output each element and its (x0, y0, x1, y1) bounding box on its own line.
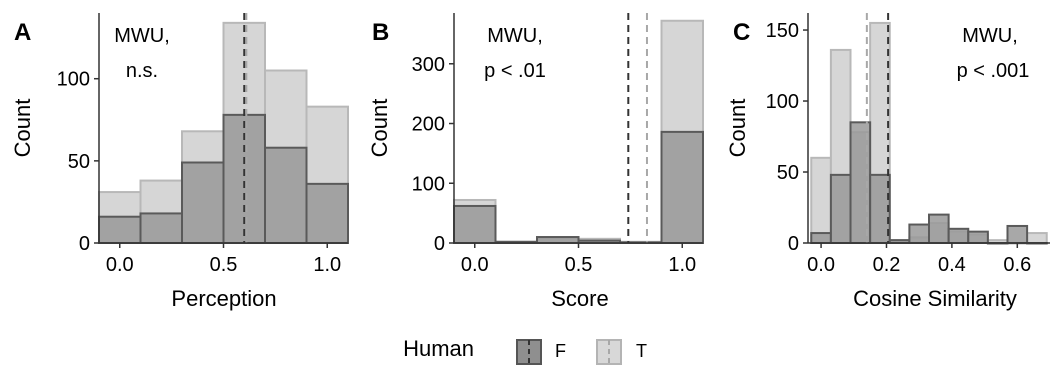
panel-c: 0 50 100 150 0.0 0.2 0.4 0.6 Cosine Similarity Co… (725, 13, 1050, 311)
bar-f (869, 173, 891, 244)
legend-label-t: T (636, 341, 647, 361)
y-tick-label: 0 (434, 233, 445, 255)
x-axis-title: Perception (171, 286, 276, 311)
y-tick-label: 0 (79, 233, 90, 255)
y-tick-label: 100 (766, 91, 799, 113)
legend: Human F T (403, 336, 647, 365)
panel-letter: A (14, 19, 31, 46)
legend-item-t: T (596, 339, 647, 365)
y-tick-label: 150 (766, 20, 799, 42)
x-tick-label: 0.0 (461, 254, 489, 276)
x-tick-label: 0.4 (938, 254, 966, 276)
bar-f (967, 230, 989, 244)
bar-f (98, 215, 142, 244)
x-axis-title: Cosine Similarity (853, 286, 1017, 311)
y-tick-label: 50 (68, 151, 90, 173)
y-axis-title: Count (725, 99, 750, 158)
annotation-line-1: MWU, (114, 25, 170, 47)
y-axis-title: Count (10, 99, 35, 158)
annotation-line-2: n.s. (126, 60, 158, 82)
panel-b: 0 100 200 300 0.0 0.5 1.0 Score Count B MWU, p < .0… (367, 13, 704, 311)
y-tick-label: 100 (412, 173, 445, 195)
panel-letter: C (733, 19, 750, 46)
x-tick-label: 0.2 (873, 254, 901, 276)
bar-f (928, 213, 950, 244)
legend-label-f: F (555, 341, 566, 361)
legend-title: Human (403, 336, 474, 361)
bar-f (139, 212, 183, 245)
bar-f (829, 173, 852, 244)
bar-f (660, 130, 704, 244)
x-tick-label: 1.0 (313, 254, 341, 276)
x-tick-label: 0.0 (807, 254, 835, 276)
bar-f (947, 227, 970, 245)
x-tick-label: 0.0 (106, 254, 134, 276)
annotation-line-2: p < .01 (484, 60, 546, 82)
bar-f (264, 146, 308, 244)
y-tick-label: 0 (788, 233, 799, 255)
annotation-line-1: MWU, (962, 25, 1018, 47)
panel-a: 0 50 100 0.0 0.5 1.0 Perception Count A MWU, n.s. (10, 13, 349, 311)
x-tick-label: 0.5 (210, 254, 238, 276)
bar-f (1006, 224, 1029, 245)
x-tick-label: 0.6 (1003, 254, 1031, 276)
x-axis-title: Score (551, 286, 608, 311)
y-tick-label: 200 (412, 114, 445, 136)
bar-t (810, 156, 832, 245)
annotation-line-2: p < .001 (957, 60, 1030, 82)
bar-f (181, 161, 225, 244)
bar-f (810, 232, 832, 244)
y-tick-label: 300 (412, 54, 445, 76)
bar-f (908, 223, 930, 245)
x-tick-label: 0.5 (565, 254, 593, 276)
y-tick-label: 50 (777, 162, 799, 184)
y-axis-title: Count (367, 99, 392, 158)
y-tick-label: 100 (57, 69, 90, 91)
legend-item-f: F (516, 339, 566, 365)
bar-t (1026, 232, 1048, 244)
bar-f (536, 236, 580, 244)
panel-letter: B (372, 19, 389, 46)
annotation-line-1: MWU, (487, 25, 543, 47)
bar-f (305, 182, 349, 245)
x-tick-label: 1.0 (668, 254, 696, 276)
bar-f (453, 204, 497, 245)
